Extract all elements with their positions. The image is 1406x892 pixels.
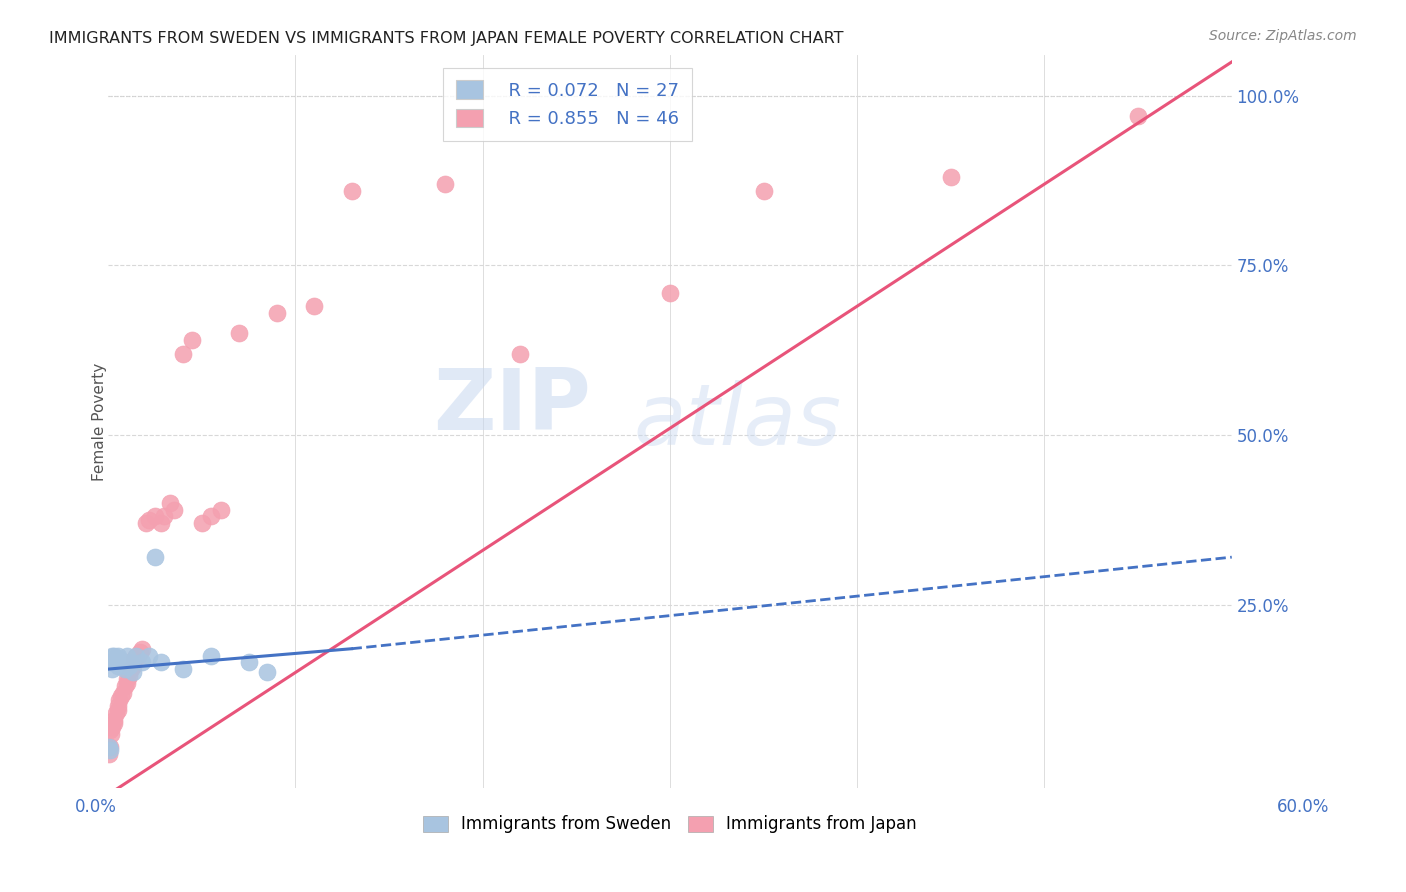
Point <box>115 672 138 686</box>
Point <box>118 669 141 683</box>
Point <box>302 299 325 313</box>
Point <box>103 655 125 669</box>
Point <box>108 692 131 706</box>
Point <box>172 346 194 360</box>
Text: ZIP: ZIP <box>433 366 592 449</box>
Y-axis label: Female Poverty: Female Poverty <box>93 362 107 481</box>
Point <box>107 699 129 714</box>
Point <box>658 285 681 300</box>
Point <box>209 502 232 516</box>
Point <box>100 726 122 740</box>
Point <box>228 326 250 341</box>
Point <box>98 747 121 761</box>
Text: 0.0%: 0.0% <box>75 798 117 816</box>
Point <box>1126 109 1149 123</box>
Point <box>110 690 132 704</box>
Text: atlas: atlas <box>633 380 841 463</box>
Point <box>138 648 160 663</box>
Point <box>200 648 222 663</box>
Point <box>131 655 153 669</box>
Point <box>114 679 136 693</box>
Point <box>143 509 166 524</box>
Point <box>104 655 127 669</box>
Point <box>112 686 135 700</box>
Point <box>103 648 125 663</box>
Point <box>159 496 181 510</box>
Point <box>172 662 194 676</box>
Point <box>107 703 129 717</box>
Point <box>138 513 160 527</box>
Point <box>125 648 148 663</box>
Point <box>135 516 157 531</box>
Point <box>103 713 125 727</box>
Point <box>143 550 166 565</box>
Point <box>149 516 172 531</box>
Point <box>200 509 222 524</box>
Point <box>256 665 278 680</box>
Point <box>131 641 153 656</box>
Point <box>114 662 136 676</box>
Point <box>108 652 131 666</box>
Point <box>939 170 962 185</box>
Point <box>153 509 176 524</box>
Point <box>127 648 149 663</box>
Point <box>107 658 129 673</box>
Point <box>115 648 138 663</box>
Point <box>120 662 142 676</box>
Point <box>101 720 124 734</box>
Point <box>101 648 124 663</box>
Point <box>238 655 260 669</box>
Point <box>434 177 457 191</box>
Point <box>121 665 143 680</box>
Point <box>163 502 186 516</box>
Point <box>103 716 125 731</box>
Point <box>115 675 138 690</box>
Text: IMMIGRANTS FROM SWEDEN VS IMMIGRANTS FROM JAPAN FEMALE POVERTY CORRELATION CHART: IMMIGRANTS FROM SWEDEN VS IMMIGRANTS FRO… <box>49 31 844 46</box>
Point <box>120 655 142 669</box>
Point <box>104 706 127 721</box>
Point <box>98 740 121 755</box>
Point <box>124 652 146 666</box>
Point <box>118 658 141 673</box>
Point <box>266 306 288 320</box>
Legend:   R = 0.072   N = 27,   R = 0.855   N = 46: R = 0.072 N = 27, R = 0.855 N = 46 <box>443 68 692 141</box>
Point <box>149 655 172 669</box>
Point <box>107 648 129 663</box>
Point <box>121 658 143 673</box>
Text: 60.0%: 60.0% <box>1277 798 1330 816</box>
Point <box>752 184 775 198</box>
Point <box>112 658 135 673</box>
Point <box>191 516 214 531</box>
Point <box>100 655 122 669</box>
Text: Source: ZipAtlas.com: Source: ZipAtlas.com <box>1209 29 1357 43</box>
Point <box>125 648 148 663</box>
Point <box>181 333 204 347</box>
Point <box>509 346 531 360</box>
Point <box>129 645 152 659</box>
Point <box>110 655 132 669</box>
Point <box>340 184 363 198</box>
Point <box>98 743 121 757</box>
Point <box>98 723 121 738</box>
Point <box>101 662 124 676</box>
Point <box>98 740 121 755</box>
